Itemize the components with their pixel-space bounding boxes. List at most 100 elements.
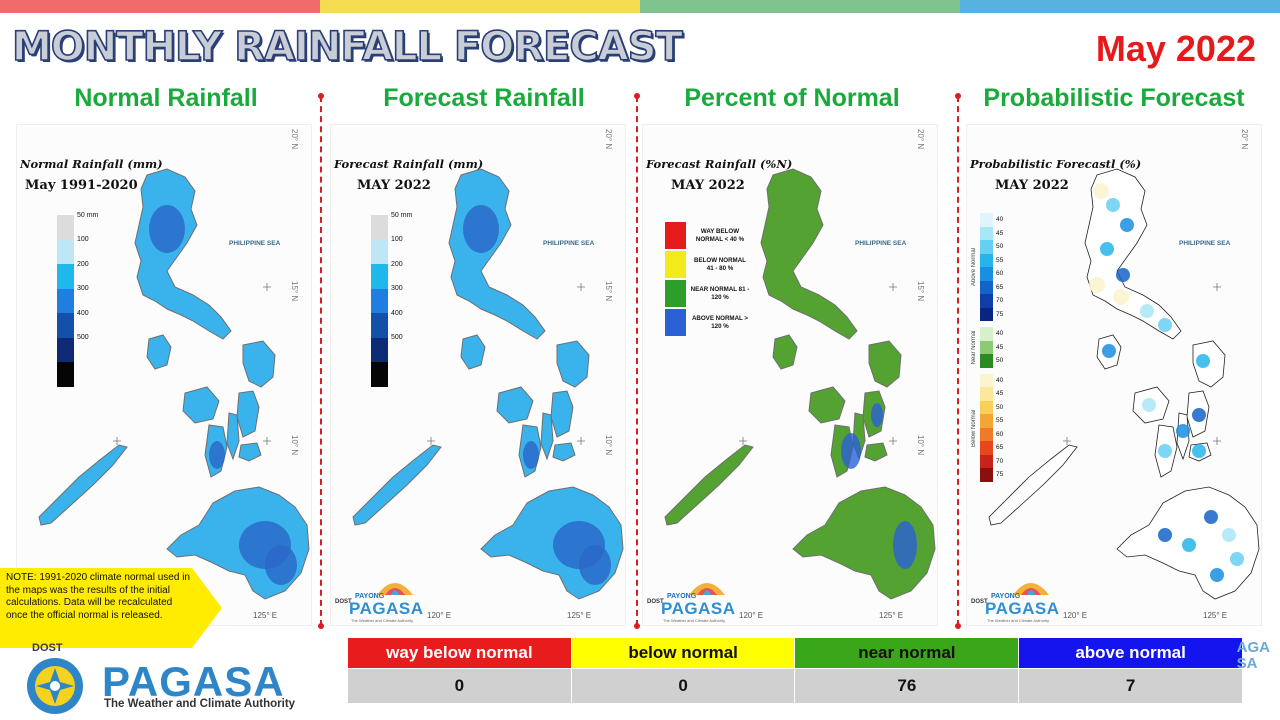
map-label: Forecast Rainfall (mm) [334, 157, 484, 171]
legend-row: 400 [57, 310, 98, 338]
count-way-below-normal: 0 [347, 668, 572, 704]
legend-row: ABOVE NORMAL > 120 % [665, 308, 750, 337]
philippines-map [38, 168, 310, 600]
note-arrow-shape [0, 568, 222, 648]
island-mindanao [792, 486, 936, 600]
map-label: Normal Rainfall (mm) [20, 157, 163, 171]
island-samar [242, 340, 276, 388]
island-mindoro [460, 334, 486, 370]
legend-swatch [371, 264, 388, 289]
payong-label: PAYONG [667, 593, 697, 600]
philippines-map [988, 168, 1260, 600]
probability-station-dot [1176, 424, 1190, 438]
legend-swatch [371, 337, 388, 362]
forecast-date: May 2022 [1095, 28, 1256, 69]
probability-station-dot [1210, 568, 1224, 582]
legend-swatch [980, 354, 993, 368]
legend-swatch [665, 280, 686, 307]
top-bar-red [0, 0, 320, 13]
top-bar-green [640, 0, 960, 13]
legend-swatch [57, 337, 74, 362]
legend-swatch [980, 400, 993, 414]
legend-row: 200 [371, 261, 412, 289]
lon-label: 125° E [253, 611, 278, 620]
payong-pagasa-logo: DOST PAYONG PAGASA The Weather and Clima… [647, 577, 757, 625]
grid-cross [889, 437, 897, 445]
legend-swatch [980, 327, 993, 341]
legend-swatch [980, 240, 993, 254]
island-cebu [540, 412, 554, 461]
legend-row: NEAR NORMAL 81 - 120 % [665, 279, 750, 308]
legend-swatch [371, 239, 388, 264]
page-title: MONTHLY RAINFALL FORECAST [11, 23, 683, 71]
island-luzon [448, 168, 546, 340]
pagasa-label: PAGASA [985, 599, 1060, 618]
island-panay [808, 386, 846, 424]
climate-normal-note: NOTE: 1991-2020 climate normal used in t… [0, 568, 222, 648]
lat-label-20: 20° N [1240, 129, 1249, 150]
island-samar [556, 340, 590, 388]
dost-label: DOST [32, 642, 63, 654]
pagasa-label: PAGASA [349, 599, 424, 618]
rainfall-shade [523, 441, 539, 469]
legend-label: 100 [391, 236, 403, 244]
island-mindoro [146, 334, 172, 370]
legend-label: 400 [391, 309, 403, 317]
legend-tick: 45 [996, 229, 1004, 237]
grid-cross [889, 283, 897, 291]
count-near-normal: 76 [794, 668, 1020, 704]
legend-swatch [371, 313, 388, 338]
top-bar-blue [960, 0, 1280, 13]
legend-swatch [980, 280, 993, 294]
legend-swatch [980, 253, 993, 267]
panel-title-forecast: Forecast Rainfall [383, 84, 585, 112]
pagasa-emblem-icon [27, 658, 83, 714]
lat-label-10: 10° N [290, 435, 299, 456]
lon-label: 125° E [879, 611, 904, 620]
legend-group: Near Normal 40 45 50 [971, 327, 1003, 368]
lat-label-15: 15° N [290, 281, 299, 302]
probability-station-dot [1089, 277, 1105, 293]
probability-station-dot [1158, 318, 1172, 332]
map-period: May 1991-2020 [25, 178, 138, 193]
panel-title-normal: Normal Rainfall [74, 84, 258, 112]
philippines-map [664, 168, 936, 600]
pagasa-main-logo: DOST PAGASA The Weather and Climate Auth… [0, 642, 320, 720]
legend-group-name: Below Normal [971, 408, 977, 447]
partial-logo-line-2: SA [1236, 655, 1258, 672]
legend-swatch [980, 427, 993, 441]
grid-cross [739, 437, 747, 445]
probability-station-dot [1222, 528, 1236, 542]
lat-label-15: 15° N [604, 281, 613, 302]
island-luzon [134, 168, 232, 340]
legend-row: BELOW NORMAL 41 - 80 % [665, 250, 750, 279]
legend-swatch [665, 309, 686, 336]
legend-tick: 70 [996, 297, 1004, 304]
legend-label: 500 [77, 334, 89, 342]
lat-label-15: 15° N [916, 281, 925, 302]
legend-tick: 50 [996, 243, 1004, 250]
map-label: Forecast Rainfall (%N) [646, 157, 793, 171]
legend-tick: 45 [996, 343, 1004, 351]
cat-above-normal: above normal [1018, 637, 1243, 669]
lon-label: 125° E [1203, 611, 1228, 620]
percent-normal-legend: WAY BELOW NORMAL < 40 % BELOW NORMAL 41 -… [665, 221, 750, 337]
probability-legend: Above Normal 40 45 50 55 60 65 70 75 Near Normal 4… [971, 213, 1003, 488]
legend-row: 200 [57, 261, 98, 289]
legend-swatch [980, 454, 993, 468]
legend-row: 100 [57, 236, 98, 264]
legend-tick: 55 [996, 417, 1004, 424]
umbrella-icon [377, 583, 413, 595]
island-bohol [238, 442, 262, 462]
legend-row [57, 362, 98, 387]
island-bohol [552, 442, 576, 462]
legend-swatch [980, 213, 993, 227]
sea-label: PHILIPPINE SEA [855, 240, 907, 247]
legend-label: 50 mm [77, 211, 99, 219]
probability-station-dot [1230, 552, 1244, 566]
partial-logo-line-1: AGA [1236, 639, 1270, 656]
legend-tick: 60 [996, 270, 1004, 277]
payong-label: PAYONG [355, 593, 385, 600]
legend-swatch [665, 251, 686, 278]
sea-label: PHILIPPINE SEA [543, 240, 595, 247]
